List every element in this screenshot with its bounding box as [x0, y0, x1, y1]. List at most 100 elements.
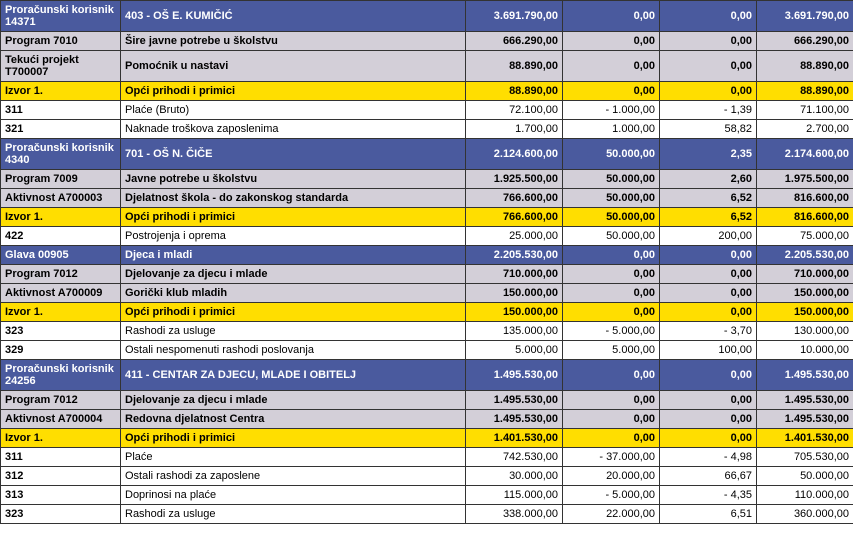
row-description: Ostali nespomenuti rashodi poslovanja: [121, 341, 466, 360]
row-label: Program 7012: [1, 391, 121, 410]
row-amount-2: 0,00: [563, 429, 660, 448]
row-label: Aktivnost A700003: [1, 189, 121, 208]
table-row: Aktivnost A700009Gorički klub mladih150.…: [1, 284, 853, 303]
row-label: Tekući projekt T700007: [1, 51, 121, 82]
table-row: Program 7012Djelovanje za djecu i mlade1…: [1, 391, 853, 410]
row-description: Plaće (Bruto): [121, 101, 466, 120]
row-amount-2: 0,00: [563, 32, 660, 51]
row-amount-4: 75.000,00: [757, 227, 853, 246]
table-row: 329Ostali nespomenuti rashodi poslovanja…: [1, 341, 853, 360]
table-row: Izvor 1.Opći prihodi i primici88.890,000…: [1, 82, 853, 101]
row-label: 311: [1, 448, 121, 467]
row-amount-4: 88.890,00: [757, 51, 853, 82]
row-amount-4: 50.000,00: [757, 467, 853, 486]
row-amount-4: 150.000,00: [757, 303, 853, 322]
row-amount-3: 0,00: [660, 429, 757, 448]
row-amount-3: 66,67: [660, 467, 757, 486]
row-amount-3: 0,00: [660, 51, 757, 82]
table-row: Izvor 1.Opći prihodi i primici1.401.530,…: [1, 429, 853, 448]
row-description: 403 - OŠ E. KUMIČIĆ: [121, 1, 466, 32]
row-amount-2: 0,00: [563, 303, 660, 322]
row-amount-4: 1.495.530,00: [757, 360, 853, 391]
row-description: Pomoćnik u nastavi: [121, 51, 466, 82]
row-label: Izvor 1.: [1, 303, 121, 322]
row-amount-1: 88.890,00: [466, 82, 563, 101]
row-amount-4: 816.600,00: [757, 208, 853, 227]
row-amount-4: 2.174.600,00: [757, 139, 853, 170]
row-label: Proračunski korisnik 4340: [1, 139, 121, 170]
row-amount-3: 0,00: [660, 410, 757, 429]
row-amount-4: 150.000,00: [757, 284, 853, 303]
row-amount-4: 130.000,00: [757, 322, 853, 341]
row-description: Redovna djelatnost Centra: [121, 410, 466, 429]
table-row: 311Plaće (Bruto)72.100,00- 1.000,00- 1,3…: [1, 101, 853, 120]
row-description: Gorički klub mladih: [121, 284, 466, 303]
row-amount-2: 50.000,00: [563, 189, 660, 208]
row-amount-1: 88.890,00: [466, 51, 563, 82]
row-amount-2: 0,00: [563, 284, 660, 303]
row-amount-2: 50.000,00: [563, 208, 660, 227]
table-row: Glava 00905Djeca i mladi2.205.530,000,00…: [1, 246, 853, 265]
row-amount-3: 6,51: [660, 505, 757, 524]
row-amount-4: 1.401.530,00: [757, 429, 853, 448]
row-amount-4: 2.205.530,00: [757, 246, 853, 265]
row-amount-4: 110.000,00: [757, 486, 853, 505]
row-label: Proračunski korisnik 24256: [1, 360, 121, 391]
table-row: Izvor 1.Opći prihodi i primici766.600,00…: [1, 208, 853, 227]
row-amount-4: 710.000,00: [757, 265, 853, 284]
row-label: Aktivnost A700004: [1, 410, 121, 429]
row-label: 422: [1, 227, 121, 246]
row-amount-1: 1.495.530,00: [466, 391, 563, 410]
row-label: 329: [1, 341, 121, 360]
row-label: Izvor 1.: [1, 82, 121, 101]
row-amount-1: 666.290,00: [466, 32, 563, 51]
table-row: Tekući projekt T700007Pomoćnik u nastavi…: [1, 51, 853, 82]
row-amount-1: 1.401.530,00: [466, 429, 563, 448]
table-row: 323Rashodi za usluge338.000,0022.000,006…: [1, 505, 853, 524]
row-description: Rashodi za usluge: [121, 322, 466, 341]
row-label: Izvor 1.: [1, 208, 121, 227]
row-label: Program 7009: [1, 170, 121, 189]
row-description: Opći prihodi i primici: [121, 82, 466, 101]
row-amount-2: 22.000,00: [563, 505, 660, 524]
row-label: 323: [1, 322, 121, 341]
row-amount-1: 338.000,00: [466, 505, 563, 524]
row-amount-2: 0,00: [563, 360, 660, 391]
row-amount-3: - 3,70: [660, 322, 757, 341]
row-amount-1: 2.205.530,00: [466, 246, 563, 265]
row-amount-3: - 4,98: [660, 448, 757, 467]
row-amount-1: 742.530,00: [466, 448, 563, 467]
row-amount-4: 1.495.530,00: [757, 391, 853, 410]
row-amount-1: 150.000,00: [466, 303, 563, 322]
row-amount-2: 0,00: [563, 1, 660, 32]
row-amount-4: 88.890,00: [757, 82, 853, 101]
row-amount-4: 360.000,00: [757, 505, 853, 524]
table-row: Izvor 1.Opći prihodi i primici150.000,00…: [1, 303, 853, 322]
row-amount-1: 1.700,00: [466, 120, 563, 139]
table-row: Proračunski korisnik 24256411 - CENTAR Z…: [1, 360, 853, 391]
table-row: 311Plaće742.530,00- 37.000,00- 4,98705.5…: [1, 448, 853, 467]
row-amount-2: 0,00: [563, 82, 660, 101]
row-amount-3: 2,60: [660, 170, 757, 189]
row-amount-1: 766.600,00: [466, 189, 563, 208]
table-row: Proračunski korisnik 4340701 - OŠ N. ČIČ…: [1, 139, 853, 170]
row-amount-4: 705.530,00: [757, 448, 853, 467]
row-label: Izvor 1.: [1, 429, 121, 448]
row-description: Javne potrebe u školstvu: [121, 170, 466, 189]
row-amount-3: 2,35: [660, 139, 757, 170]
row-description: Naknade troškova zaposlenima: [121, 120, 466, 139]
row-amount-1: 150.000,00: [466, 284, 563, 303]
row-amount-1: 72.100,00: [466, 101, 563, 120]
row-amount-3: 0,00: [660, 1, 757, 32]
row-amount-1: 5.000,00: [466, 341, 563, 360]
row-amount-4: 816.600,00: [757, 189, 853, 208]
row-amount-1: 25.000,00: [466, 227, 563, 246]
row-amount-3: 100,00: [660, 341, 757, 360]
row-amount-3: 0,00: [660, 360, 757, 391]
row-amount-2: 0,00: [563, 265, 660, 284]
table-row: Aktivnost A700003Djelatnost škola - do z…: [1, 189, 853, 208]
row-amount-3: 0,00: [660, 82, 757, 101]
row-amount-3: 0,00: [660, 32, 757, 51]
row-amount-4: 10.000,00: [757, 341, 853, 360]
row-description: Rashodi za usluge: [121, 505, 466, 524]
